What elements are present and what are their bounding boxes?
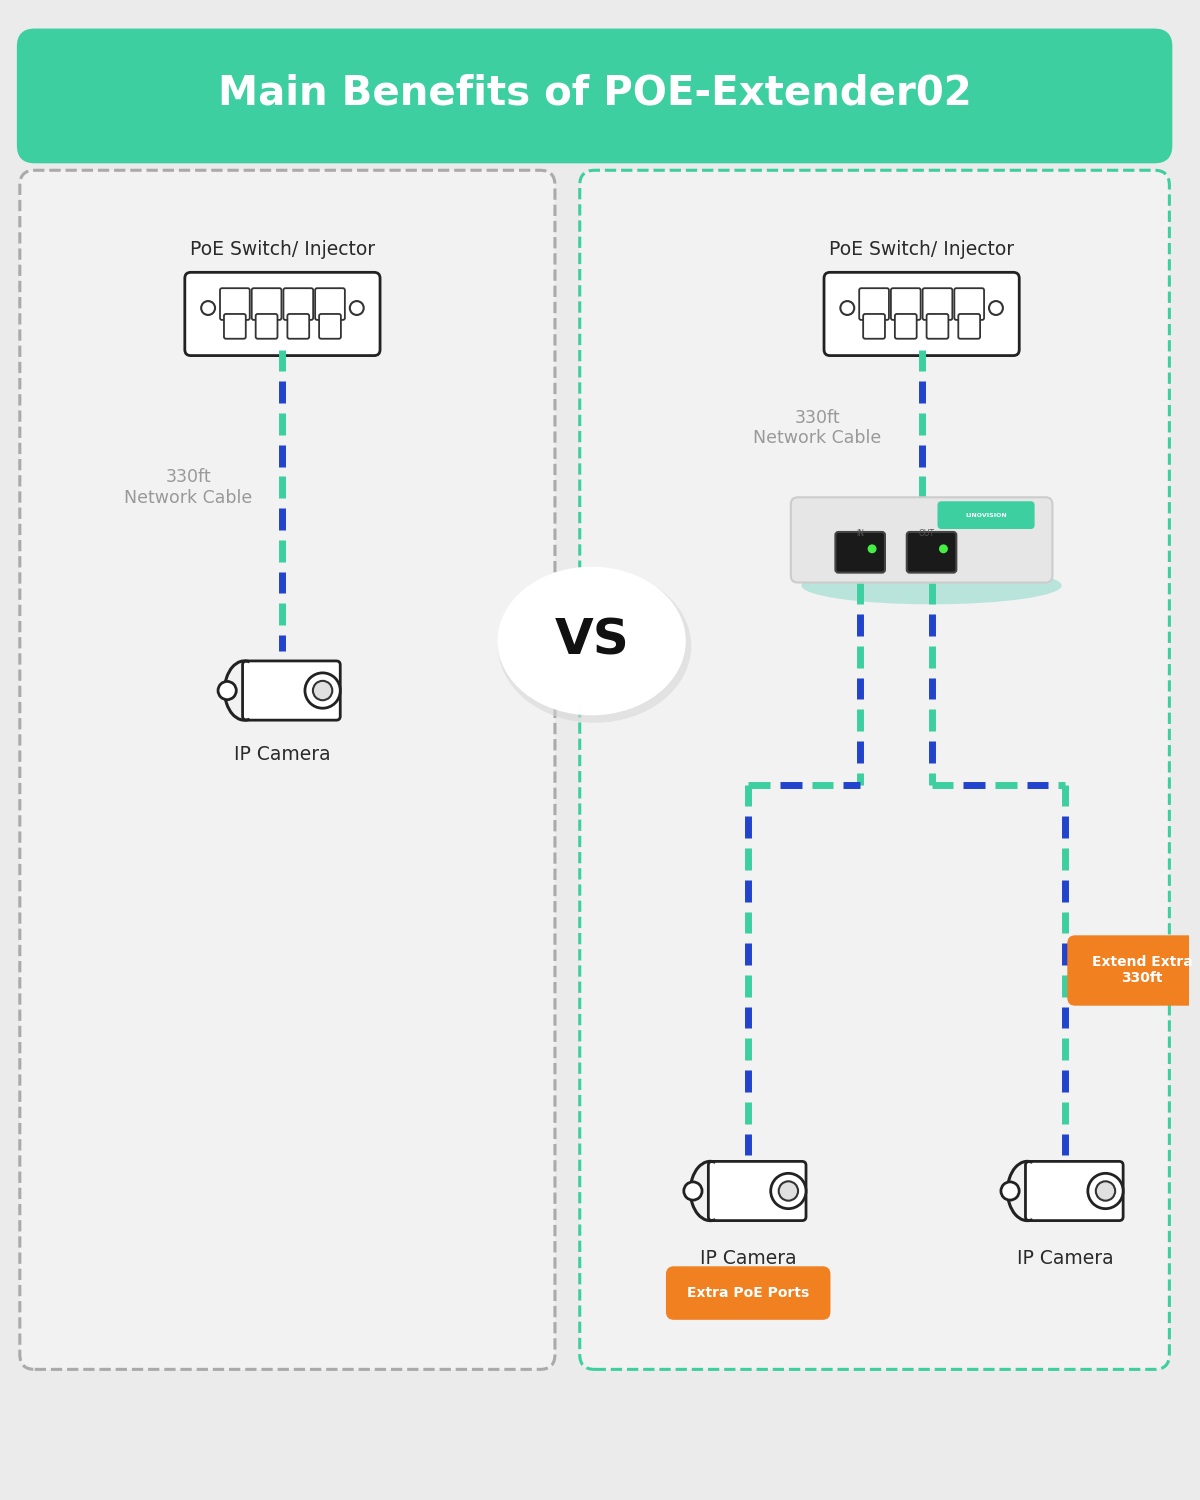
Text: PoE Switch/ Injector: PoE Switch/ Injector — [190, 240, 374, 260]
Text: IP Camera: IP Camera — [1018, 1250, 1114, 1268]
Circle shape — [989, 302, 1003, 315]
Circle shape — [684, 1182, 702, 1200]
Circle shape — [218, 681, 236, 699]
FancyBboxPatch shape — [895, 314, 917, 339]
Circle shape — [770, 1173, 806, 1209]
Text: Extend Extra
330ft: Extend Extra 330ft — [1092, 956, 1193, 986]
FancyBboxPatch shape — [287, 314, 310, 339]
FancyBboxPatch shape — [20, 171, 554, 1370]
FancyBboxPatch shape — [791, 498, 1052, 582]
Circle shape — [313, 681, 332, 700]
FancyBboxPatch shape — [666, 1266, 830, 1320]
Circle shape — [1096, 1182, 1115, 1200]
FancyBboxPatch shape — [316, 288, 344, 320]
FancyBboxPatch shape — [954, 288, 984, 320]
FancyBboxPatch shape — [923, 288, 953, 320]
Ellipse shape — [498, 568, 691, 723]
Text: 330ft
Network Cable: 330ft Network Cable — [124, 468, 252, 507]
Text: PoE Switch/ Injector: PoE Switch/ Injector — [829, 240, 1014, 260]
FancyBboxPatch shape — [926, 314, 948, 339]
Circle shape — [1001, 1182, 1019, 1200]
Text: IN: IN — [856, 530, 864, 538]
FancyBboxPatch shape — [937, 501, 1034, 530]
Circle shape — [840, 302, 854, 315]
Text: IP Camera: IP Camera — [700, 1250, 797, 1268]
Circle shape — [305, 674, 341, 708]
Ellipse shape — [802, 567, 1062, 604]
FancyBboxPatch shape — [185, 273, 380, 356]
Text: Main Benefits of POE-Extender02: Main Benefits of POE-Extender02 — [217, 74, 972, 114]
FancyBboxPatch shape — [863, 314, 884, 339]
FancyBboxPatch shape — [224, 314, 246, 339]
FancyBboxPatch shape — [1067, 936, 1200, 1005]
FancyBboxPatch shape — [17, 28, 1172, 164]
FancyBboxPatch shape — [708, 1161, 806, 1221]
Text: OUT: OUT — [918, 530, 935, 538]
Text: 330ft
Network Cable: 330ft Network Cable — [754, 408, 882, 447]
FancyBboxPatch shape — [890, 288, 920, 320]
FancyBboxPatch shape — [824, 273, 1019, 356]
FancyBboxPatch shape — [319, 314, 341, 339]
FancyBboxPatch shape — [242, 662, 341, 720]
Text: LINOVISION: LINOVISION — [965, 513, 1007, 517]
FancyBboxPatch shape — [907, 532, 956, 573]
Circle shape — [779, 1182, 798, 1200]
FancyBboxPatch shape — [959, 314, 980, 339]
FancyBboxPatch shape — [859, 288, 889, 320]
FancyBboxPatch shape — [580, 171, 1169, 1370]
Text: IP Camera: IP Camera — [234, 746, 331, 765]
FancyBboxPatch shape — [1026, 1161, 1123, 1221]
Circle shape — [938, 544, 948, 554]
FancyBboxPatch shape — [256, 314, 277, 339]
FancyBboxPatch shape — [252, 288, 282, 320]
FancyBboxPatch shape — [220, 288, 250, 320]
Circle shape — [202, 302, 215, 315]
Circle shape — [350, 302, 364, 315]
FancyBboxPatch shape — [835, 532, 884, 573]
FancyBboxPatch shape — [283, 288, 313, 320]
Text: Extra PoE Ports: Extra PoE Ports — [688, 1286, 809, 1300]
Text: VS: VS — [554, 616, 629, 664]
Ellipse shape — [498, 567, 685, 716]
Circle shape — [868, 544, 876, 554]
Circle shape — [1088, 1173, 1123, 1209]
